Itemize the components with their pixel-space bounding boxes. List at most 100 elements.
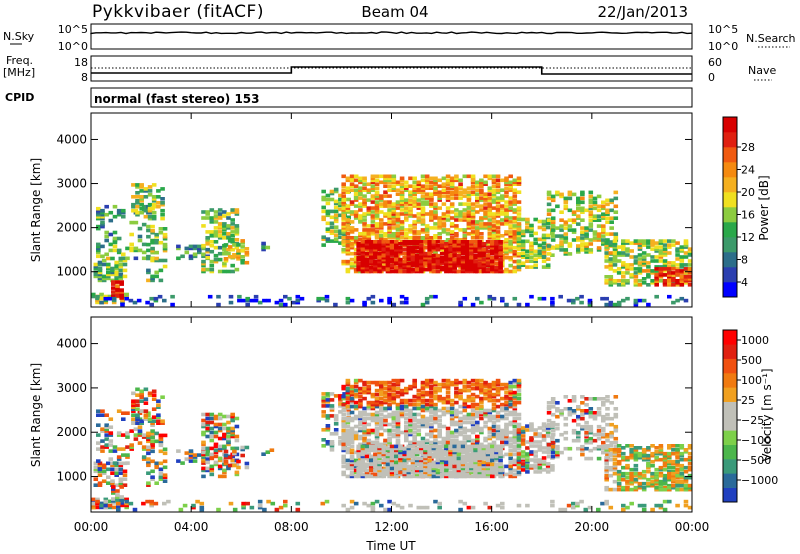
heatmap-cell — [575, 296, 580, 301]
heatmap-cell — [662, 247, 668, 251]
heatmap-cell — [437, 382, 442, 387]
heatmap-cell — [156, 413, 161, 417]
heatmap-cell — [419, 265, 424, 270]
heatmap-cell — [679, 279, 685, 283]
heatmap-cell — [433, 418, 438, 423]
heatmap-cell — [236, 257, 241, 261]
heatmap-cell — [427, 470, 432, 475]
heatmap-cell — [217, 269, 223, 274]
heatmap-cell — [333, 201, 339, 206]
heatmap-cell — [370, 194, 376, 198]
heatmap-cell — [399, 414, 405, 419]
heatmap-cell — [625, 241, 630, 245]
heatmap-cell — [141, 222, 147, 227]
heatmap-cell — [555, 234, 560, 238]
heatmap-cell — [381, 446, 387, 451]
heatmap-cell — [424, 263, 430, 268]
heatmap-cell — [613, 216, 619, 220]
heatmap-cell — [454, 192, 459, 196]
heatmap-cell — [445, 382, 451, 387]
heatmap-cell — [441, 216, 447, 220]
heatmap-cell — [437, 414, 442, 419]
heatmap-cell — [504, 255, 509, 260]
heatmap-cell — [477, 251, 483, 256]
heatmap-cell — [679, 271, 685, 275]
heatmap-cell — [667, 277, 672, 281]
heatmap-cell — [675, 281, 680, 285]
heatmap-cell — [244, 461, 250, 466]
heatmap-cell — [209, 438, 215, 443]
heatmap-cell — [576, 200, 581, 205]
heatmap-cell — [533, 249, 538, 254]
heatmap-cell — [205, 446, 210, 451]
heatmap-cell — [222, 426, 227, 431]
heatmap-cell — [150, 278, 155, 283]
heatmap-cell — [356, 249, 361, 254]
heatmap-cell — [353, 251, 359, 256]
heatmap-cell — [504, 440, 509, 445]
heatmap-cell — [358, 414, 363, 419]
heatmap-cell — [209, 243, 215, 248]
heatmap-cell — [137, 441, 143, 445]
heatmap-cell — [662, 279, 668, 283]
heatmap-cell — [490, 265, 495, 270]
heatmap-cell — [404, 186, 409, 190]
heatmap-cell — [188, 453, 194, 457]
heatmap-cell — [441, 382, 447, 387]
heatmap-cell — [321, 396, 326, 400]
heatmap-cell — [349, 251, 355, 256]
heatmap-cell — [162, 298, 167, 303]
heatmap-cell — [154, 238, 159, 243]
heatmap-cell — [213, 450, 219, 455]
heatmap-cell — [612, 245, 618, 249]
heatmap-cell — [470, 214, 476, 218]
heatmap-cell — [431, 253, 437, 258]
heatmap-cell — [416, 220, 422, 224]
heatmap-cell — [364, 468, 370, 473]
heatmap-cell — [158, 278, 164, 283]
heatmap-cell — [419, 255, 424, 260]
heatmap-cell — [424, 378, 430, 383]
heatmap-cell — [147, 216, 153, 221]
heatmap-cell — [470, 253, 476, 258]
heatmap-cell — [217, 251, 223, 256]
heatmap-cell — [423, 464, 428, 469]
heatmap-cell — [641, 298, 647, 303]
heatmap-cell — [679, 255, 685, 259]
heatmap-cell — [475, 382, 480, 387]
heatmap-cell — [236, 251, 241, 255]
heatmap-cell — [662, 261, 668, 265]
heatmap-cell — [662, 265, 668, 269]
heatmap-cell — [116, 236, 122, 241]
heatmap-cell — [625, 239, 630, 243]
heatmap-cell — [366, 430, 372, 435]
heatmap-cell — [379, 416, 384, 421]
heatmap-cell — [452, 240, 457, 244]
heatmap-cell — [115, 489, 120, 493]
heatmap-cell — [360, 243, 366, 248]
heatmap-cell — [402, 242, 407, 246]
heatmap-cell — [500, 430, 505, 435]
heatmap-cell — [108, 232, 114, 237]
heatmap-cell — [449, 232, 455, 236]
heatmap-cell — [402, 263, 407, 268]
heatmap-cell — [504, 406, 509, 411]
heatmap-cell — [345, 434, 351, 439]
heatmap-cell — [525, 253, 530, 257]
heatmap-cell — [621, 241, 626, 245]
heatmap-cell — [329, 231, 335, 235]
heatmap-cell — [512, 396, 518, 401]
heatmap-cell — [412, 430, 417, 435]
heatmap-cell — [341, 174, 346, 179]
heatmap-cell — [385, 446, 391, 451]
heatmap-cell — [605, 212, 610, 216]
heatmap-cell — [379, 238, 384, 242]
heatmap-cell — [394, 470, 399, 475]
heatmap-cell — [441, 438, 447, 443]
heatmap-cell — [410, 444, 416, 449]
heatmap-cell — [487, 382, 493, 387]
heatmap-cell — [429, 400, 434, 405]
heatmap-cell — [596, 224, 602, 228]
heatmap-cell — [391, 386, 397, 391]
heatmap-cell — [444, 249, 449, 254]
